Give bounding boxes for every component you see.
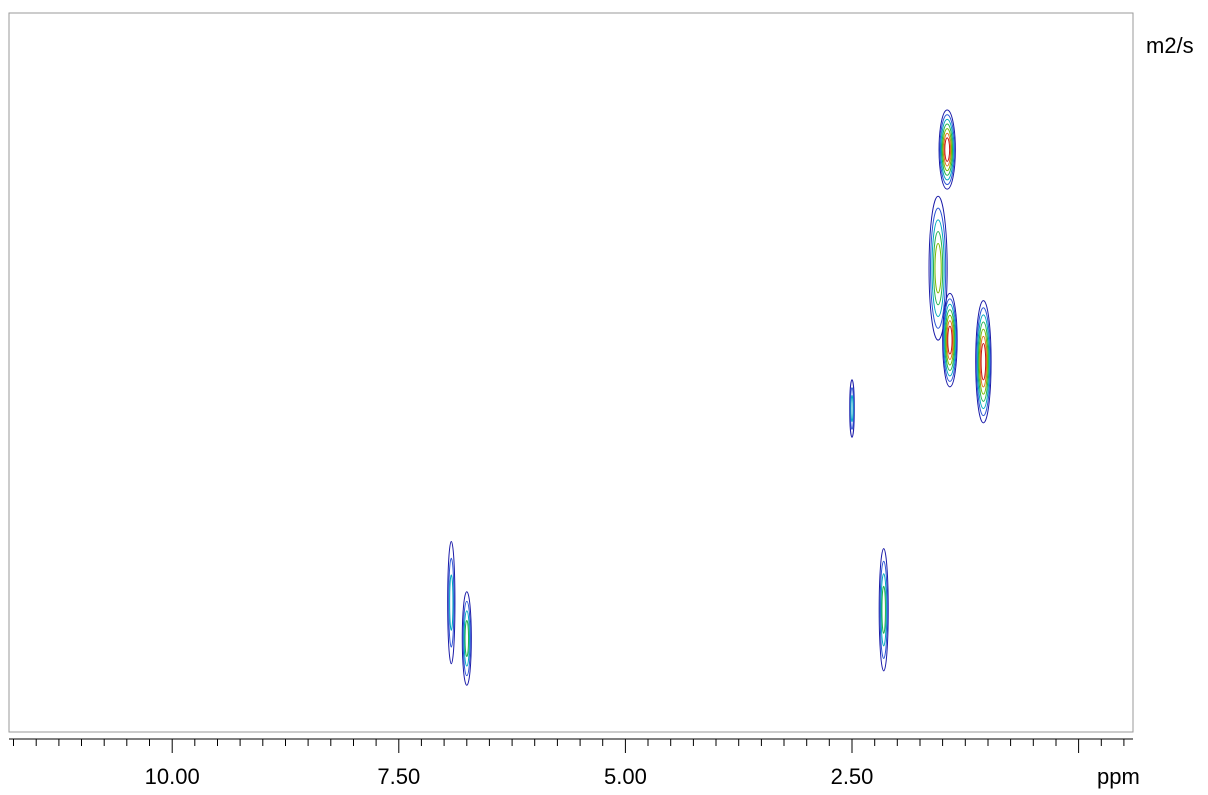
y-axis-unit-label: m2/s	[1146, 33, 1194, 58]
contour-line	[463, 610, 470, 667]
contour-line	[943, 303, 956, 377]
contour-peak	[938, 109, 956, 190]
contour-peak	[878, 548, 889, 672]
contour-line	[940, 118, 954, 181]
contour-line	[938, 109, 956, 190]
x-tick-label: 10.00	[145, 764, 200, 789]
contour-line	[931, 219, 945, 318]
contour-line	[945, 314, 955, 366]
contour-line	[880, 573, 887, 647]
contour-peak	[447, 540, 456, 665]
contour-line	[943, 132, 952, 167]
x-tick-label: 7.50	[377, 764, 420, 789]
contour-peak	[975, 300, 992, 424]
contour-line	[934, 242, 942, 294]
contour-line	[942, 292, 958, 388]
contour-line	[933, 231, 944, 306]
x-axis-ticks: 10.00 7.50 5.00 2.50	[13, 739, 1125, 789]
contour-line	[946, 320, 954, 360]
contour-line	[461, 591, 472, 686]
x-axis-unit-label: ppm	[1097, 764, 1140, 789]
contour-line	[879, 560, 888, 659]
contour-line	[977, 314, 990, 410]
contour-line	[449, 574, 454, 631]
contour-line	[943, 298, 957, 382]
contour-line	[978, 328, 988, 395]
contour-line	[944, 137, 951, 162]
contour-line	[850, 394, 854, 423]
contour-line	[881, 585, 886, 634]
contour-line	[975, 300, 992, 424]
contour-line	[462, 600, 471, 677]
contour-line	[942, 128, 953, 172]
contour-peak	[849, 379, 855, 438]
contour-line	[447, 540, 456, 665]
plot-frame	[8, 12, 1134, 733]
contour-line	[947, 325, 953, 355]
contour-peak	[942, 292, 958, 388]
contour-line	[930, 207, 947, 329]
contour-line	[976, 307, 991, 417]
contour-line	[977, 321, 989, 402]
contour-line	[448, 557, 455, 648]
contour-line	[849, 379, 855, 438]
contour-peak	[928, 195, 948, 341]
contour-line	[878, 548, 889, 672]
contour-peak	[461, 591, 472, 686]
contour-line	[941, 123, 953, 176]
contour-line	[979, 335, 988, 388]
contour-line	[849, 387, 855, 430]
contour-line	[928, 195, 948, 341]
x-tick-label: 2.50	[831, 764, 874, 789]
contour-line	[939, 114, 955, 186]
contour-line	[980, 343, 987, 381]
x-tick-label: 5.00	[604, 764, 647, 789]
contour-line	[944, 309, 956, 371]
contour-layer	[447, 109, 992, 686]
contour-line	[464, 620, 470, 657]
